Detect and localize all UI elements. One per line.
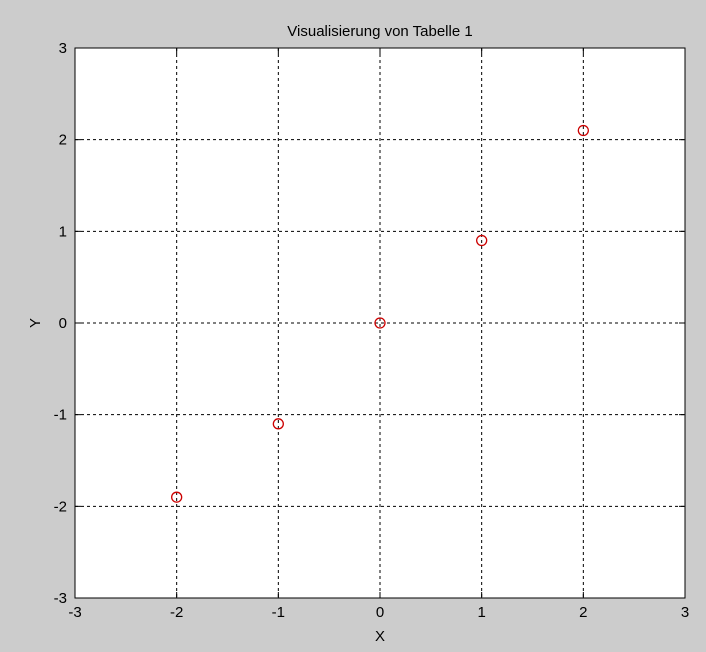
data-point bbox=[476, 234, 488, 247]
chart-title: Visualisierung von Tabelle 1 bbox=[287, 23, 472, 40]
ticks: -3 -2 -1 0 1 2 3 -3 -2 -1 0 1 2 3 bbox=[54, 40, 690, 621]
x-tick-label: 2 bbox=[579, 604, 587, 621]
x-tick-label: -1 bbox=[272, 604, 285, 621]
grid bbox=[75, 48, 685, 598]
x-tick-label: 1 bbox=[477, 604, 485, 621]
data-point bbox=[272, 418, 284, 430]
data-point bbox=[577, 124, 589, 137]
y-tick-label: 0 bbox=[59, 315, 67, 332]
x-tick-label: -3 bbox=[68, 604, 81, 621]
x-axis-label: X bbox=[375, 628, 385, 645]
data-point bbox=[171, 491, 183, 503]
y-tick-label: -2 bbox=[54, 498, 67, 515]
y-tick-label: 1 bbox=[59, 223, 67, 240]
data-point bbox=[374, 317, 386, 329]
y-tick-label: -1 bbox=[54, 407, 67, 424]
y-axis-label: Y bbox=[27, 318, 44, 328]
x-tick-label: -2 bbox=[170, 604, 183, 621]
y-tick-label: 2 bbox=[59, 132, 67, 149]
y-tick-label: -3 bbox=[54, 590, 67, 607]
x-tick-label: 0 bbox=[376, 604, 384, 621]
y-tick-label: 3 bbox=[59, 40, 67, 57]
x-tick-label: 3 bbox=[681, 604, 689, 621]
data-points bbox=[171, 124, 589, 503]
